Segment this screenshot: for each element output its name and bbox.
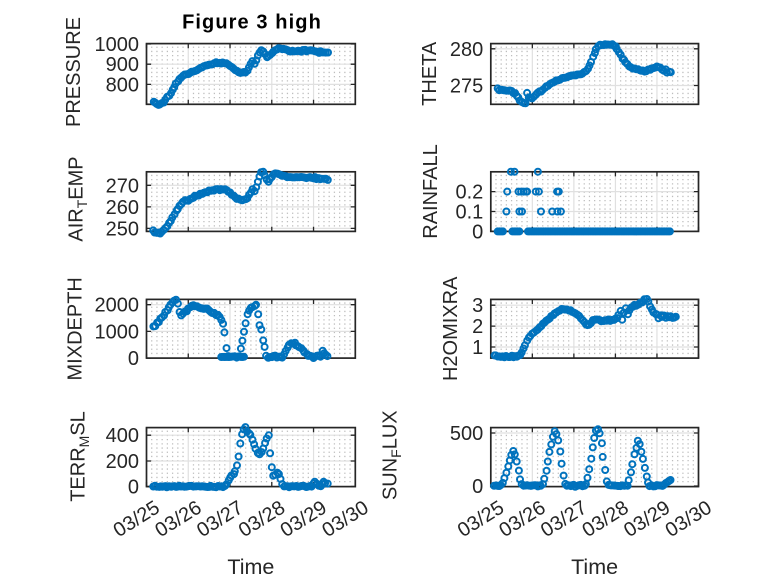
svg-text:PRESSURE: PRESSURE: [63, 17, 85, 127]
svg-text:0: 0: [472, 221, 483, 243]
svg-text:1000: 1000: [95, 321, 140, 343]
svg-text:Time: Time: [227, 555, 274, 579]
svg-text:3: 3: [472, 295, 483, 317]
svg-text:200: 200: [106, 451, 139, 473]
svg-text:0: 0: [128, 348, 139, 370]
svg-text:400: 400: [106, 425, 139, 447]
svg-text:0: 0: [472, 476, 483, 498]
svg-text:RAINFALL: RAINFALL: [420, 144, 442, 238]
svg-text:1: 1: [472, 337, 483, 359]
svg-text:0.1: 0.1: [455, 202, 483, 224]
svg-text:0.2: 0.2: [455, 182, 483, 204]
svg-text:0: 0: [128, 477, 139, 499]
svg-text:275: 275: [450, 76, 483, 98]
svg-text:Time: Time: [571, 555, 618, 579]
svg-text:250: 250: [106, 218, 139, 240]
svg-text:THETA: THETA: [419, 41, 441, 106]
svg-text:AIRTEMP: AIRTEMP: [65, 156, 90, 241]
svg-text:1000: 1000: [95, 34, 140, 56]
svg-text:500: 500: [450, 423, 483, 445]
svg-text:800: 800: [106, 74, 139, 96]
svg-text:H2OMIXRA: H2OMIXRA: [440, 276, 462, 381]
svg-text:2: 2: [472, 316, 483, 338]
svg-text:SUNFLUX: SUNFLUX: [380, 410, 405, 500]
svg-text:2000: 2000: [95, 295, 140, 317]
svg-text:Figure 3 high: Figure 3 high: [182, 12, 322, 34]
svg-text:270: 270: [106, 175, 139, 197]
svg-text:280: 280: [450, 39, 483, 61]
svg-text:900: 900: [106, 54, 139, 76]
svg-text:260: 260: [106, 197, 139, 219]
svg-text:TERRMSL: TERRMSL: [67, 411, 92, 502]
svg-text:MIXDEPTH: MIXDEPTH: [64, 277, 86, 380]
